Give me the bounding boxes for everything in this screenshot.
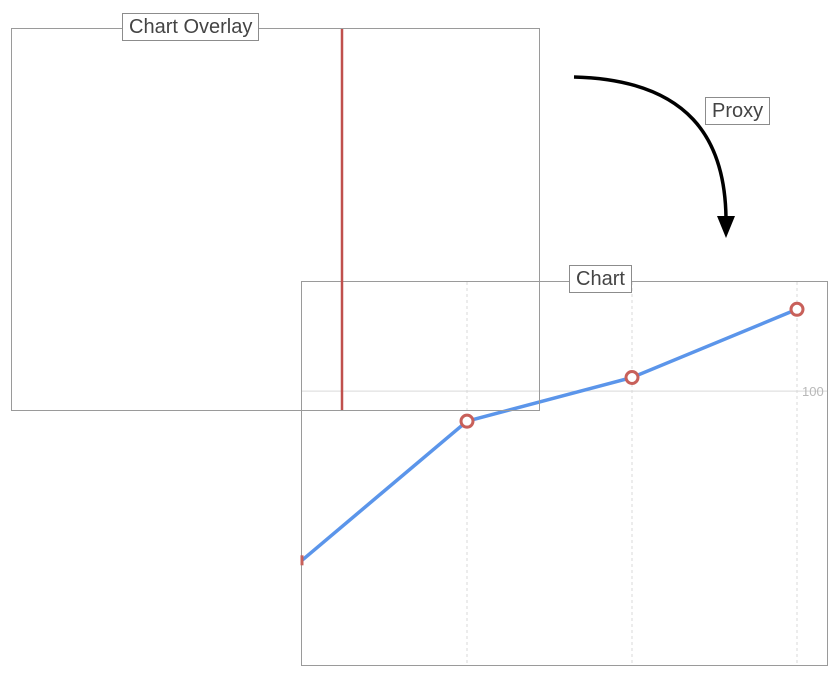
chart-label: Chart (569, 265, 632, 293)
chart-panel (301, 281, 828, 666)
proxy-label: Proxy (705, 97, 771, 125)
data-point[interactable] (459, 413, 475, 429)
chart-overlay-panel (11, 28, 540, 411)
grid-layer (302, 282, 827, 664)
series-line (300, 307, 798, 562)
data-point-edge (300, 555, 304, 566)
y-tick-label: 100 (802, 384, 824, 399)
tick-layer: 100 (802, 384, 824, 399)
data-point[interactable] (624, 370, 640, 385)
data-point[interactable] (789, 301, 805, 317)
series-layer (300, 301, 805, 566)
chart-overlay-label: Chart Overlay (122, 13, 260, 41)
